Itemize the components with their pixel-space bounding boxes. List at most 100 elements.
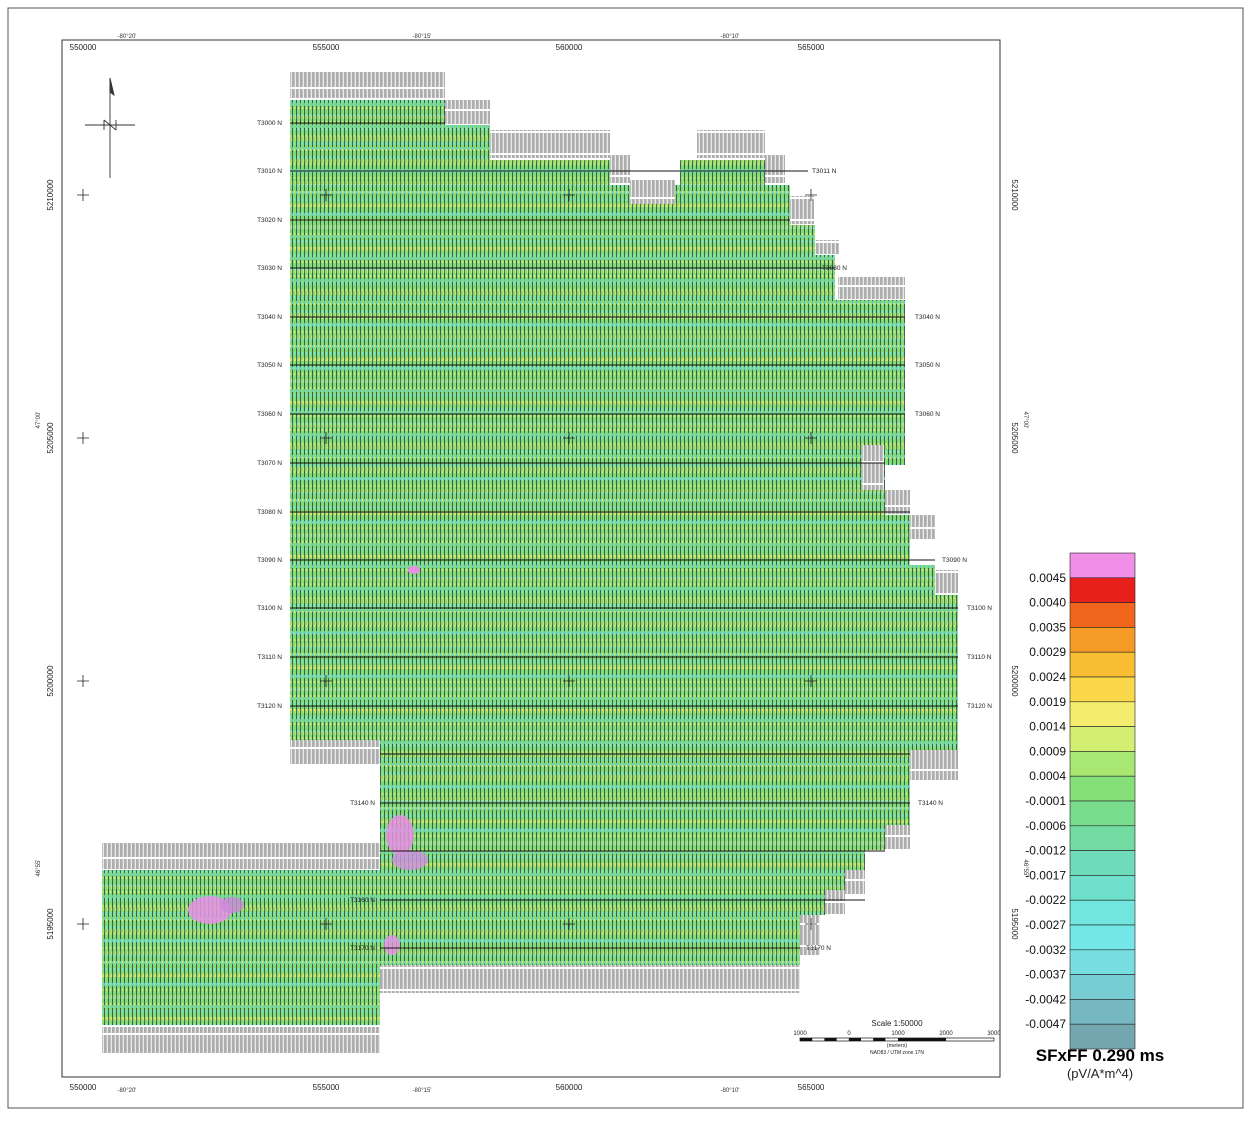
scale-title: Scale 1:50000: [871, 1019, 923, 1028]
easting-label: 560000: [556, 1083, 583, 1092]
latitude-label: 46°55': [36, 860, 42, 877]
easting-label: 555000: [313, 43, 340, 52]
easting-label: 550000: [70, 1083, 97, 1092]
legend-swatch: [1070, 975, 1135, 1000]
legend-label: 0.0045: [1029, 571, 1066, 585]
legend-label: -0.0022: [1025, 893, 1066, 907]
scale-tick-label: 1000: [891, 1031, 905, 1037]
scale-bar-segment: [849, 1038, 861, 1041]
line-label: T3110 N: [258, 654, 283, 661]
legend-label: -0.0047: [1025, 1017, 1066, 1031]
line-label: T3160 N: [350, 897, 375, 904]
legend-swatch: [1070, 801, 1135, 826]
legend-label: -0.0042: [1025, 992, 1066, 1006]
legend-swatch: [1070, 578, 1135, 603]
line-label: T3060 N: [257, 411, 282, 418]
line-label: T3100 N: [967, 605, 992, 612]
northing-label: 5200000: [1010, 665, 1019, 697]
line-label: T3170 N: [350, 945, 375, 952]
legend-swatch: [1070, 776, 1135, 801]
line-label: T3011 N: [812, 168, 837, 175]
legend-label: -0.0037: [1025, 968, 1066, 982]
legend-label: -0.0027: [1025, 918, 1066, 932]
legend-label: -0.0001: [1025, 794, 1066, 808]
scale-bar-segment: [873, 1038, 885, 1041]
legend-swatch: [1070, 925, 1135, 950]
legend-label: -0.0012: [1025, 844, 1066, 858]
northing-label: 5205000: [46, 422, 55, 454]
scale-tick-label: 3000: [987, 1031, 1001, 1037]
line-label: T3140 N: [918, 800, 943, 807]
longitude-label: -80°15': [413, 1088, 432, 1094]
legend-label: -0.0032: [1025, 943, 1066, 957]
legend-swatch: [1070, 900, 1135, 925]
legend-label: 0.0029: [1029, 645, 1066, 659]
legend-label: 0.0035: [1029, 620, 1066, 634]
legend-swatch: [1070, 677, 1135, 702]
legend-label: 0.0004: [1029, 769, 1066, 783]
longitude-label: -80°20': [118, 1088, 137, 1094]
line-label: T3120 N: [257, 703, 282, 710]
easting-label: 555000: [313, 1083, 340, 1092]
scale-tick-label: 1000: [793, 1031, 807, 1037]
longitude-label: -80°10': [721, 1088, 740, 1094]
scale-bar-segment: [898, 1038, 946, 1041]
legend-label: 0.0024: [1029, 670, 1066, 684]
legend-swatch: [1070, 652, 1135, 677]
scale-projection: NAD83 / UTM zone 17N: [870, 1050, 924, 1056]
longitude-label: -80°20': [118, 34, 137, 40]
line-label: T3100 N: [257, 605, 282, 612]
line-label: T3090 N: [257, 557, 282, 564]
line-label: T3070 N: [257, 460, 282, 467]
line-label: T3030 N: [822, 265, 847, 272]
northing-label: 5210000: [46, 179, 55, 211]
scale-bar-segment: [800, 1038, 812, 1041]
legend-swatch: [1070, 603, 1135, 628]
legend-swatch: [1070, 999, 1135, 1024]
line-label: T3170 N: [806, 945, 831, 952]
northing-label: 5200000: [46, 665, 55, 697]
easting-label: 550000: [70, 43, 97, 52]
legend-swatch: [1070, 553, 1135, 578]
easting-label: 565000: [798, 1083, 825, 1092]
legend-label: 0.0019: [1029, 695, 1066, 709]
legend-title: SFxFF 0.290 ms: [1036, 1046, 1165, 1065]
northing-label: 5205000: [1010, 422, 1019, 454]
line-label: T3140 N: [350, 800, 375, 807]
latitude-label: 47°00': [36, 412, 42, 429]
scale-tick-label: 2000: [939, 1031, 953, 1037]
line-label: T3110 N: [967, 654, 992, 661]
line-label: T3030 N: [257, 265, 282, 272]
legend-label: -0.0017: [1025, 868, 1066, 882]
legend-units: (pV/A*m^4): [1067, 1066, 1133, 1081]
longitude-label: -80°15': [413, 34, 432, 40]
legend-label: 0.0040: [1029, 596, 1066, 610]
legend-swatch: [1070, 875, 1135, 900]
easting-label: 560000: [556, 43, 583, 52]
northing-label: 5195000: [46, 908, 55, 940]
line-label: T3050 N: [257, 362, 282, 369]
line-label: T3080 N: [257, 509, 282, 516]
legend-swatch: [1070, 826, 1135, 851]
legend-label: 0.0009: [1029, 744, 1066, 758]
map-page: 550000 550000 555000 555000 560000 560000 5650…: [0, 0, 1251, 1117]
scale-bar-segment: [824, 1038, 836, 1041]
line-label: T3090 N: [942, 557, 967, 564]
line-label: T3050 N: [915, 362, 940, 369]
legend-swatch: [1070, 950, 1135, 975]
line-label: T3040 N: [915, 314, 940, 321]
legend-swatch: [1070, 851, 1135, 876]
latitude-label: 47°00': [1022, 412, 1028, 429]
line-label: T3020 N: [257, 217, 282, 224]
northing-label: 5210000: [1010, 179, 1019, 211]
legend-label: 0.0014: [1029, 720, 1066, 734]
line-label: T3010 N: [257, 168, 282, 175]
line-label: T3060 N: [915, 411, 940, 418]
legend-label: -0.0006: [1025, 819, 1066, 833]
legend-swatch: [1070, 702, 1135, 727]
line-label: T3000 N: [257, 120, 282, 127]
line-label: T3040 N: [257, 314, 282, 321]
longitude-label: -80°10': [721, 34, 740, 40]
legend-swatch: [1070, 627, 1135, 652]
legend-swatch: [1070, 751, 1135, 776]
